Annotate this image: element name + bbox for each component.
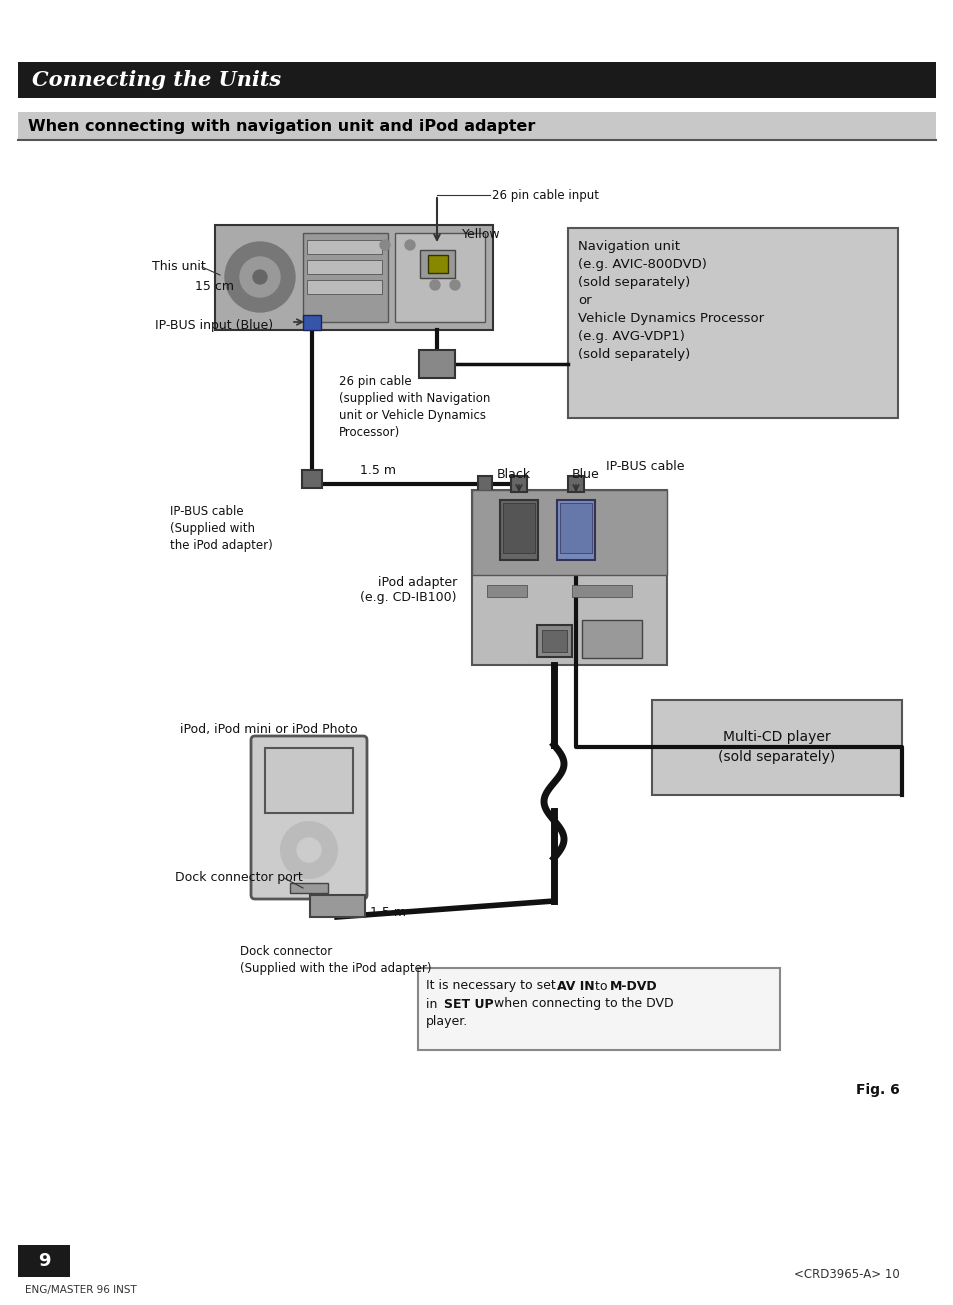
Text: when connecting to the DVD: when connecting to the DVD [490, 997, 673, 1010]
Bar [477, 476, 492, 492]
Circle shape [450, 281, 459, 290]
Bar [572, 585, 631, 596]
Bar [567, 476, 583, 492]
Bar [307, 281, 381, 294]
Bar [18, 1245, 70, 1278]
Bar [581, 620, 641, 658]
Text: 26 pin cable
(supplied with Navigation
unit or Vehicle Dynamics
Processor): 26 pin cable (supplied with Navigation u… [338, 375, 490, 438]
Text: 26 pin cable input: 26 pin cable input [492, 188, 598, 201]
Bar [472, 489, 666, 666]
Text: Blue: Blue [572, 468, 599, 482]
Bar [419, 251, 455, 278]
Bar [557, 500, 595, 560]
Text: ENG/MASTER 96 INST: ENG/MASTER 96 INST [25, 1285, 136, 1295]
Text: <CRD3965-A> 10: <CRD3965-A> 10 [794, 1268, 899, 1282]
Bar [472, 489, 666, 576]
Bar [290, 883, 328, 893]
Text: IP-BUS cable: IP-BUS cable [605, 461, 684, 474]
Text: iPod adapter
(e.g. CD-IB100): iPod adapter (e.g. CD-IB100) [360, 576, 456, 604]
Text: Black: Black [497, 468, 531, 482]
Text: 1.5 m: 1.5 m [370, 907, 406, 920]
Bar [428, 254, 448, 273]
Bar [307, 260, 381, 274]
Circle shape [253, 270, 267, 284]
Text: AV IN: AV IN [557, 980, 594, 993]
Text: Navigation unit
(e.g. AVIC-800DVD)
(sold separately)
or
Vehicle Dynamics Process: Navigation unit (e.g. AVIC-800DVD) (sold… [578, 240, 763, 361]
Bar [18, 112, 935, 140]
Text: iPod, iPod mini or iPod Photo: iPod, iPod mini or iPod Photo [180, 723, 357, 736]
Bar [395, 234, 484, 322]
Circle shape [296, 838, 320, 863]
Circle shape [240, 257, 280, 298]
Bar [651, 699, 901, 795]
Text: This unit: This unit [152, 261, 206, 274]
Bar [310, 895, 365, 917]
Bar [303, 234, 388, 322]
Text: Multi-CD player
(sold separately): Multi-CD player (sold separately) [718, 731, 835, 763]
Text: M-DVD: M-DVD [609, 980, 657, 993]
Text: SET UP: SET UP [443, 997, 493, 1010]
Bar [302, 470, 322, 488]
Text: Fig. 6: Fig. 6 [856, 1083, 899, 1098]
Text: IP-BUS cable
(Supplied with
the iPod adapter): IP-BUS cable (Supplied with the iPod ada… [170, 505, 273, 552]
Text: 1.5 m: 1.5 m [359, 463, 395, 476]
Text: Connecting the Units: Connecting the Units [32, 70, 281, 90]
Circle shape [405, 240, 415, 251]
Circle shape [225, 241, 294, 312]
Circle shape [379, 240, 390, 251]
Text: Dock connector port: Dock connector port [174, 872, 302, 885]
Bar [541, 630, 566, 652]
Text: 15 cm: 15 cm [194, 281, 233, 294]
Bar [502, 502, 535, 553]
Circle shape [430, 281, 439, 290]
Bar [486, 585, 526, 596]
Bar [418, 350, 455, 378]
Bar [559, 502, 592, 553]
Text: to: to [590, 980, 611, 993]
Text: Dock connector
(Supplied with the iPod adapter): Dock connector (Supplied with the iPod a… [240, 945, 431, 975]
Text: Yellow: Yellow [461, 228, 500, 241]
Bar [537, 625, 572, 656]
Text: player.: player. [426, 1015, 468, 1028]
Bar [307, 240, 381, 254]
Text: When connecting with navigation unit and iPod adapter: When connecting with navigation unit and… [28, 119, 535, 133]
Bar [265, 748, 353, 813]
Bar [214, 224, 493, 330]
Bar [511, 476, 526, 492]
Text: It is necessary to set: It is necessary to set [426, 980, 559, 993]
Bar [567, 228, 897, 418]
Text: IP-BUS input (Blue): IP-BUS input (Blue) [154, 318, 273, 331]
Bar [303, 315, 320, 330]
Text: in: in [426, 997, 441, 1010]
FancyBboxPatch shape [251, 736, 367, 899]
Text: 9: 9 [38, 1251, 51, 1270]
Circle shape [281, 822, 336, 878]
Bar [417, 968, 780, 1051]
Bar [499, 500, 537, 560]
Bar [18, 63, 935, 98]
